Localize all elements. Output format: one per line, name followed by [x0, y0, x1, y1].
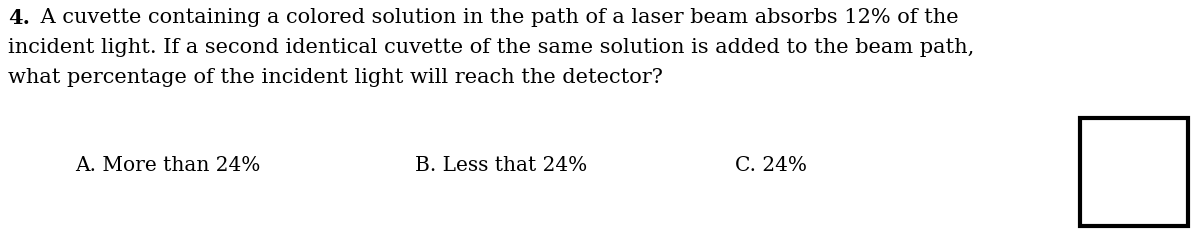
Bar	[1080, 118, 1188, 226]
Text: incident light. If a second identical cuvette of the same solution is added to t: incident light. If a second identical cu…	[8, 38, 974, 57]
Text: 4.: 4.	[8, 8, 30, 28]
Text: A cuvette containing a colored solution in the path of a laser beam absorbs 12% : A cuvette containing a colored solution …	[34, 8, 959, 27]
Text: C. 24%: C. 24%	[734, 156, 808, 175]
Text: what percentage of the incident light will reach the detector?: what percentage of the incident light wi…	[8, 68, 662, 87]
Text: A. More than 24%: A. More than 24%	[74, 156, 260, 175]
Text: B. Less that 24%: B. Less that 24%	[415, 156, 587, 175]
